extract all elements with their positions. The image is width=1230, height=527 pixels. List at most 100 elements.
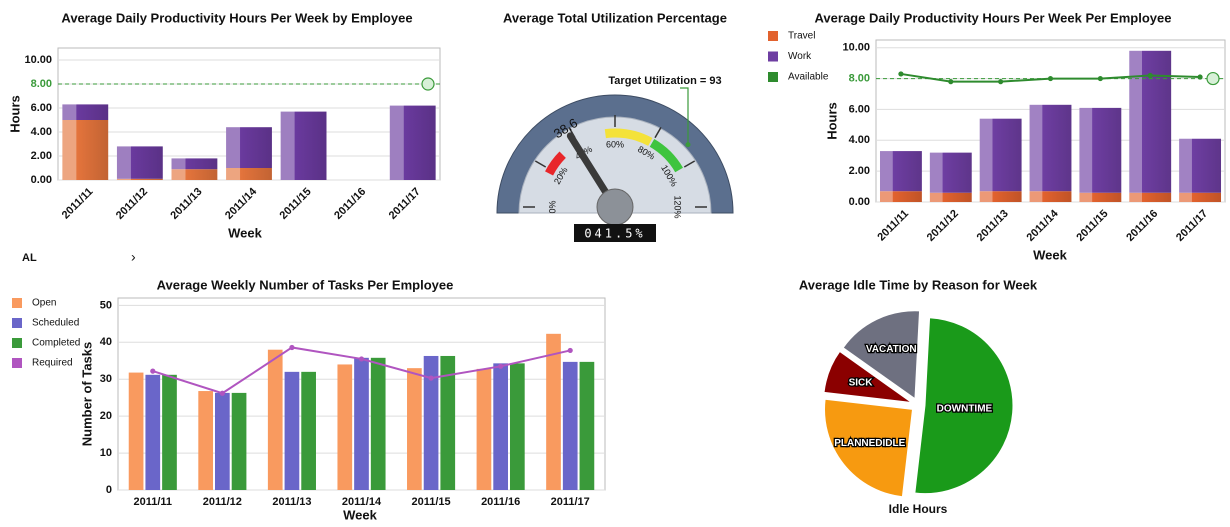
bar [198,391,214,490]
bar [62,104,109,120]
bar [440,355,456,490]
bar [226,127,272,168]
legend-label: Open [32,298,56,309]
bar [116,178,163,180]
x-tick-label: 2011/17 [551,496,590,508]
bar [546,333,561,490]
x-tick-label: 2011/14 [223,185,260,222]
x-tick-label: 2011/15 [1074,208,1110,244]
x-tick-label: 2011/12 [114,186,150,222]
y-tick-label: 8.00 [31,78,52,90]
line-point [1147,72,1153,79]
y-tick-label: 10.00 [842,42,870,54]
line-point [1197,74,1203,80]
x-tick-label: 2011/11 [60,186,96,222]
x-tick-label: 2011/15 [411,496,450,508]
pie-slice [824,398,914,498]
bar [423,355,439,490]
y-tick-label: 4.00 [31,126,52,138]
line-point [428,375,434,381]
x-axis-label: Week [1033,247,1067,262]
bar [476,368,492,490]
y-tick-label: 10.00 [24,54,52,66]
legend-label: Completed [32,338,80,349]
line-point [498,363,504,369]
legend-label: Travel [788,31,815,42]
y-tick-label: 8.00 [849,72,870,84]
legend-swatch [768,51,778,62]
legend-label: Required [32,358,73,369]
gauge-tick-label: 120% [673,195,683,218]
filter-label[interactable]: AL [22,252,37,264]
line-point [358,356,365,362]
bar [389,105,436,180]
y-tick-label: 30 [100,373,112,385]
bar [354,357,369,490]
bar [171,169,218,180]
bar [267,349,283,490]
legend-swatch [768,31,778,41]
line-point [1097,75,1103,82]
annotation: Target Utilization = 93 [608,75,721,87]
bar [226,168,272,180]
chart-title: Average Weekly Number of Tasks Per Emplo… [157,277,454,292]
bar [301,371,316,490]
pie-slice [842,310,921,400]
y-tick-label: 20 [100,410,112,422]
gauge-tick [534,160,547,168]
line-point [948,79,954,85]
bar [1129,50,1172,193]
bar [879,151,922,192]
legend-swatch [12,318,22,328]
legend-label: Work [788,51,812,62]
bar [493,363,508,490]
x-tick-label: 2011/12 [925,208,961,244]
slice-label: DOWNTIME [937,404,993,415]
readout: 041.5% [584,227,645,241]
x-tick-label: 2011/14 [1025,207,1062,244]
x-tick-label: 2011/14 [342,496,382,508]
bar [145,374,161,490]
slice-label: PLANNEDIDLE [834,438,905,449]
bar [979,118,1022,192]
y-tick-label: 10 [100,447,112,459]
slice-label: SICK [849,378,874,389]
x-tick-label: 2011/17 [1174,208,1210,244]
x-axis-label: Week [228,225,262,240]
bar [562,361,578,490]
bar [116,146,163,179]
bar [1029,104,1072,192]
legend-swatch [12,358,22,368]
bar [162,374,177,490]
y-tick-label: 0 [106,484,112,496]
x-tick-label: 2011/13 [975,208,1011,244]
line-point [567,347,573,354]
legend-swatch [768,72,778,82]
y-tick-label: 0.00 [849,196,870,208]
gauge-tick [654,126,662,139]
annotation-leader [679,87,689,145]
bar [1179,138,1222,193]
expand-icon[interactable]: › [131,249,136,265]
legend-swatch [12,338,22,348]
y-axis-label: Hours [7,95,22,133]
chart-title: Average Total Utilization Percentage [503,10,727,25]
bar [509,363,525,490]
target-marker [1206,71,1220,86]
bar [1079,192,1122,202]
gauge-tick-label: 60% [606,139,624,149]
line-point [150,368,156,374]
x-tick-label: 2011/17 [387,186,423,222]
y-tick-label: 50 [100,299,112,311]
y-tick-label: 40 [100,336,112,348]
bar [929,152,972,193]
bar [929,192,972,202]
bar [979,191,1022,202]
x-tick-label: 2011/11 [875,208,911,244]
bar [128,372,144,490]
bar [337,364,353,490]
gauge-hub [596,188,634,226]
line-point [289,344,295,351]
gauge-tick [683,160,696,168]
